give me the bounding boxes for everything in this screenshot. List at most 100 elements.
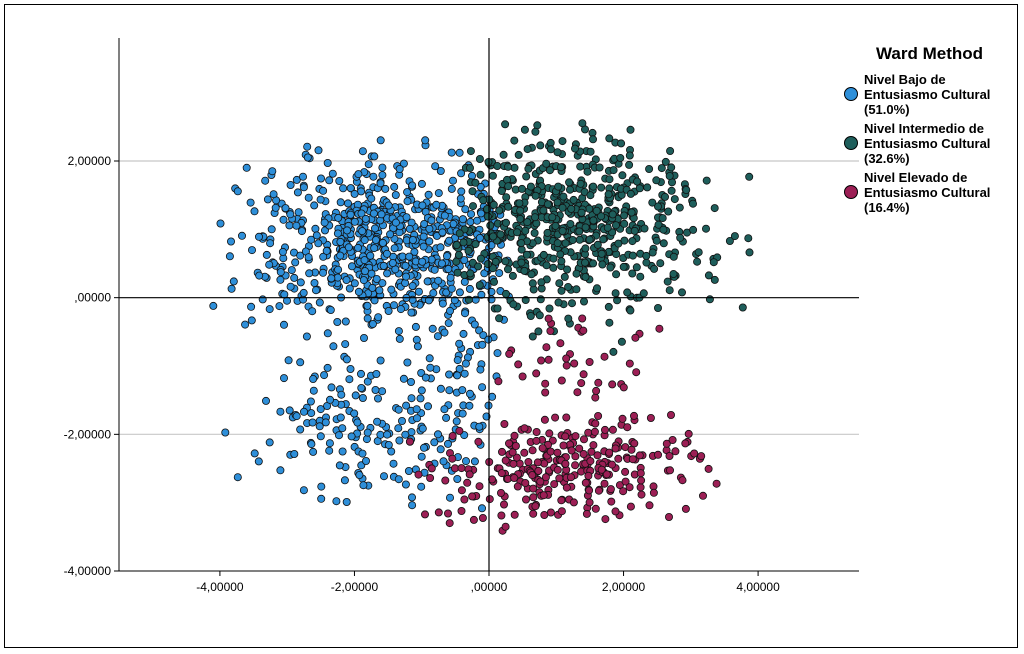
point-series-1 [501, 120, 510, 129]
point-series-2 [540, 459, 549, 468]
point-series-1 [563, 265, 572, 274]
point-series-0 [447, 284, 456, 293]
point-series-1 [670, 195, 679, 204]
point-series-1 [489, 277, 498, 286]
point-series-1 [609, 347, 618, 356]
point-series-1 [543, 228, 552, 237]
point-series-0 [444, 319, 453, 328]
point-series-1 [517, 239, 526, 248]
point-series-1 [669, 269, 678, 278]
point-series-0 [455, 148, 464, 157]
point-series-2 [608, 460, 617, 469]
point-series-1 [454, 250, 463, 259]
point-series-2 [591, 419, 600, 428]
point-series-0 [357, 383, 366, 392]
point-series-0 [335, 461, 344, 470]
point-series-1 [554, 182, 563, 191]
point-series-1 [452, 240, 461, 249]
point-series-0 [467, 210, 476, 219]
point-series-1 [493, 161, 502, 170]
point-series-0 [317, 494, 326, 503]
point-series-0 [418, 201, 427, 210]
point-series-2 [591, 504, 600, 513]
point-series-1 [531, 127, 540, 136]
point-series-0 [262, 250, 271, 259]
point-series-2 [600, 479, 609, 488]
point-series-0 [436, 384, 445, 393]
point-series-0 [395, 436, 404, 445]
point-series-1 [476, 170, 485, 179]
point-series-1 [654, 202, 663, 211]
point-series-0 [417, 386, 426, 395]
point-series-0 [315, 298, 324, 307]
point-series-0 [378, 387, 387, 396]
point-series-0 [419, 242, 428, 251]
point-series-1 [589, 216, 598, 225]
legend-item-bajo: Nivel Bajo de Entusiasmo Cultural (51.0%… [842, 72, 1017, 117]
point-series-0 [319, 186, 328, 195]
point-series-2 [414, 470, 423, 479]
point-series-0 [302, 332, 311, 341]
point-series-2 [468, 492, 477, 501]
point-series-0 [265, 438, 274, 447]
point-series-1 [504, 182, 513, 191]
point-series-0 [258, 295, 267, 304]
point-series-1 [652, 236, 661, 245]
point-series-0 [336, 251, 345, 260]
point-series-0 [299, 407, 308, 416]
point-series-1 [611, 221, 620, 230]
point-series-0 [484, 335, 493, 344]
point-series-0 [346, 364, 355, 373]
point-series-0 [425, 354, 434, 363]
point-series-0 [445, 493, 454, 502]
point-series-1 [522, 172, 531, 181]
point-series-2 [512, 453, 521, 462]
point-series-1 [568, 299, 577, 308]
point-series-1 [636, 272, 645, 281]
point-series-0 [465, 401, 474, 410]
point-series-0 [281, 204, 290, 213]
point-series-0 [359, 481, 368, 490]
point-series-2 [501, 456, 510, 465]
point-series-0 [276, 268, 285, 277]
point-series-0 [420, 219, 429, 228]
y-tick-label: 2,00000 [68, 154, 112, 168]
point-series-0 [440, 211, 449, 220]
point-series-0 [279, 374, 288, 383]
point-series-0 [455, 339, 464, 348]
point-series-1 [576, 162, 585, 171]
point-series-0 [292, 175, 301, 184]
point-series-2 [539, 491, 548, 500]
point-series-1 [545, 304, 554, 313]
point-series-0 [340, 476, 349, 485]
point-series-0 [395, 334, 404, 343]
point-series-2 [570, 359, 579, 368]
point-series-0 [411, 322, 420, 331]
point-series-1 [628, 251, 637, 260]
point-series-0 [442, 413, 451, 422]
point-series-0 [482, 412, 491, 421]
point-series-1 [693, 257, 702, 266]
point-series-2 [559, 441, 568, 450]
point-series-0 [285, 221, 294, 230]
point-series-0 [226, 237, 235, 246]
x-tick-label: ,00000 [471, 580, 508, 594]
point-series-2 [592, 386, 601, 395]
point-series-1 [633, 177, 642, 186]
point-series-0 [250, 449, 259, 458]
point-series-1 [620, 211, 629, 220]
point-series-0 [430, 265, 439, 274]
point-series-0 [476, 182, 485, 191]
point-series-2 [508, 448, 517, 457]
point-series-2 [621, 477, 630, 486]
point-series-1 [513, 228, 522, 237]
point-series-0 [390, 244, 399, 253]
point-series-2 [521, 478, 530, 487]
point-series-2 [556, 339, 565, 348]
point-series-0 [376, 136, 385, 145]
point-series-0 [445, 386, 454, 395]
point-series-0 [292, 412, 301, 421]
point-series-2 [611, 444, 620, 453]
point-series-2 [635, 451, 644, 460]
